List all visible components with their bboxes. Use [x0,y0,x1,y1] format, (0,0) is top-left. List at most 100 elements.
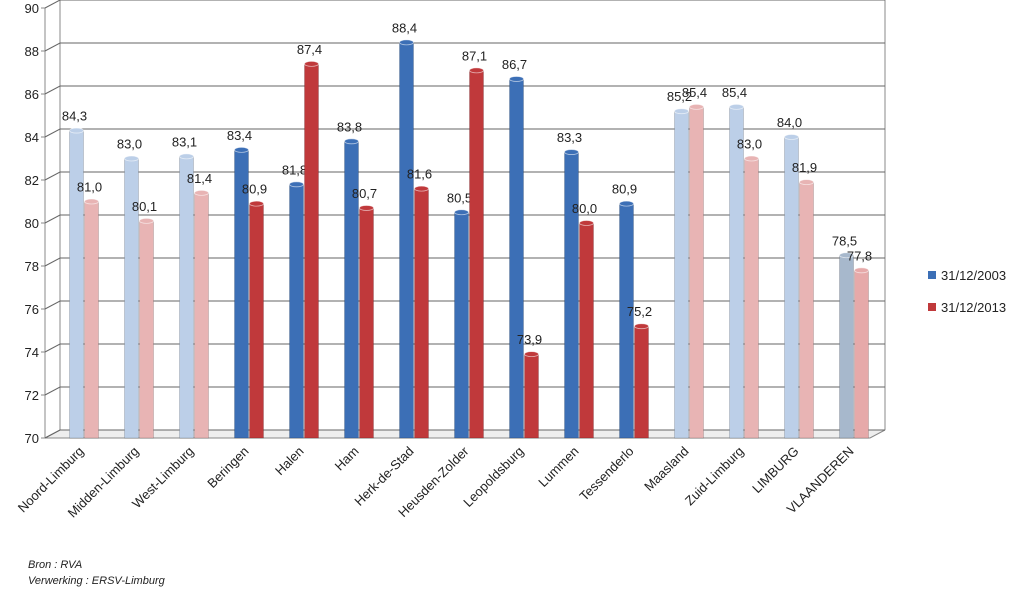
value-label: 83,8 [337,119,362,134]
value-label: 75,2 [627,304,652,319]
grid-line [44,257,885,267]
bar-top [414,185,429,192]
bar [359,207,374,439]
value-label: 80,9 [242,182,267,197]
bar-top [69,127,84,134]
bar [839,254,854,439]
grid-line [44,128,885,138]
y-tick-label: 74 [25,345,39,360]
x-tick-label: Halen [272,444,307,479]
bar [564,151,579,439]
bar [509,78,524,439]
bar [194,192,209,439]
value-label: 81,6 [407,167,432,182]
bar [619,203,634,439]
value-label: 86,7 [502,57,527,72]
grid-line [44,42,885,52]
value-label: 84,3 [62,109,87,124]
legend-swatch [928,271,936,279]
bar [784,136,799,439]
bar-top [674,108,689,115]
value-label: 80,0 [572,201,597,216]
value-label: 78,5 [832,233,857,248]
y-tick-label: 82 [25,173,39,188]
value-label: 83,0 [737,137,762,152]
bar [744,158,759,439]
bar-top [234,146,249,153]
source-note: Bron : RVA [28,559,82,571]
value-label: 85,4 [682,85,707,100]
bar [854,269,869,439]
bar-top [634,323,649,330]
legend-swatch [928,303,936,311]
bar [634,325,649,439]
bar-top [689,104,704,110]
bar-top [249,200,264,207]
bar-top [359,205,374,211]
y-tick-label: 70 [25,431,39,446]
bar-top [524,351,539,358]
bar [84,201,99,439]
bar [399,42,414,439]
y-tick-label: 86 [25,87,39,102]
bar [304,63,319,439]
value-label: 83,0 [117,137,142,152]
bar [729,106,744,439]
bar-top [729,104,744,110]
bar [689,106,704,439]
value-label: 77,8 [847,248,872,263]
bar-top [799,179,814,186]
grid-line [44,343,885,353]
y-tick-label: 78 [25,259,39,274]
y-tick-label: 88 [25,44,39,59]
x-tick-label: LIMBURG [749,444,801,496]
bar [469,70,484,439]
bar-top [454,209,469,216]
bar-top [289,181,304,188]
bar [179,156,194,439]
bar-top [179,153,194,160]
y-tick-label: 72 [25,388,39,403]
bar [69,130,84,439]
value-label: 80,1 [132,199,157,214]
value-label: 83,1 [172,134,197,149]
value-label: 84,0 [777,115,802,130]
value-label: 85,2 [667,89,692,104]
x-tick-label: Ham [332,444,362,474]
value-label: 88,4 [392,20,417,35]
bar [799,181,814,439]
x-tick-label: Zuid-Limburg [682,444,747,509]
x-tick-label: Beringen [204,444,251,491]
bar-top [84,198,99,205]
source-note: Verwerking : ERSV-Limburg [28,575,166,587]
grid-line [44,214,885,224]
grid-line [44,85,885,95]
value-label: 73,9 [517,332,542,347]
legend-label: 31/12/2013 [941,300,1006,315]
grid-line [44,429,885,439]
bar-top [399,39,414,46]
bar [674,110,689,439]
bar-top [854,267,869,274]
bar-top [744,155,759,162]
value-label: 81,0 [77,180,102,195]
bar-top [194,189,209,196]
bar-top [124,155,139,162]
value-label: 81,8 [282,162,307,177]
x-tick-label: Lummen [535,444,581,490]
bar-top [509,76,524,82]
bar-top [579,220,594,226]
value-label: 87,4 [297,42,322,57]
bar-top [784,134,799,140]
y-tick-label: 90 [25,1,39,16]
bar-top [139,217,154,224]
grid-line [44,0,885,9]
bar-top [304,61,319,67]
legend-label: 31/12/2003 [941,268,1006,283]
bar-top [344,138,359,145]
bar-top [469,67,484,74]
bar [139,220,154,439]
value-label: 85,4 [722,85,747,100]
value-label: 80,7 [352,186,377,201]
